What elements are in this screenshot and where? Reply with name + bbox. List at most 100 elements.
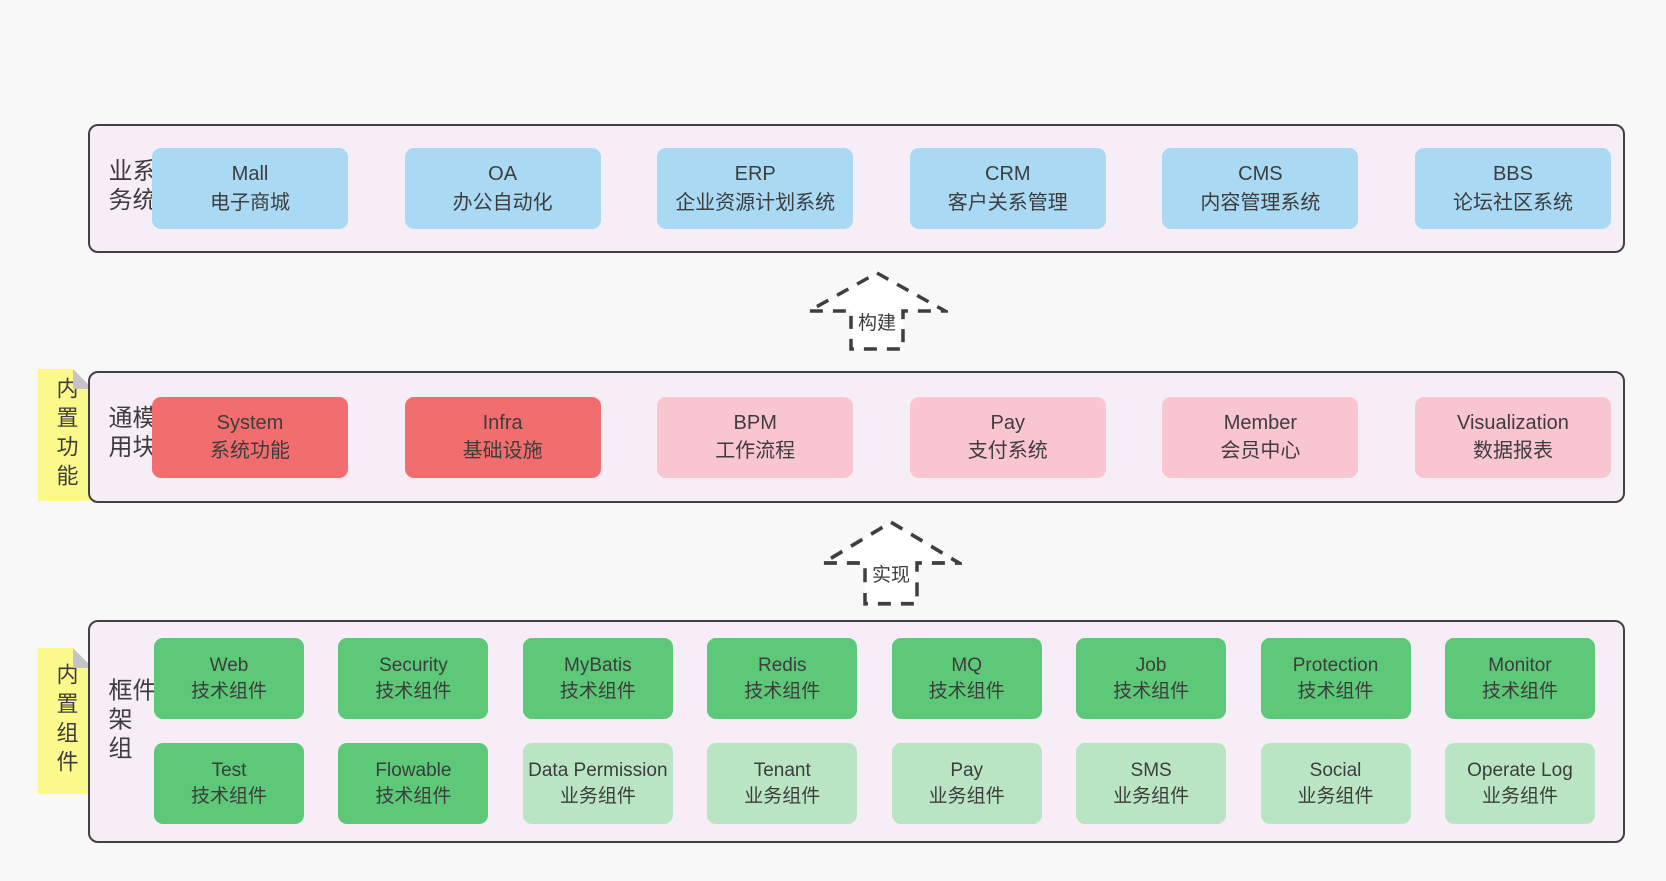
box-subtitle: 技术组件 bbox=[1297, 680, 1374, 702]
box-subtitle: 数据报表 bbox=[1472, 440, 1553, 462]
box-subtitle: 技术组件 bbox=[559, 680, 636, 702]
box-title: OA bbox=[488, 163, 518, 186]
box-redis: Redis 技术组件 bbox=[707, 638, 858, 719]
box-title: CRM bbox=[985, 163, 1031, 186]
box-subtitle: 业务组件 bbox=[1481, 785, 1558, 807]
box-title: Job bbox=[1135, 654, 1167, 676]
box-title: Pay bbox=[990, 411, 1026, 434]
sticky-note-built-in-features: 内置功能 bbox=[38, 369, 93, 501]
box-crm: CRM 客户关系管理 bbox=[909, 148, 1106, 229]
box-subtitle: 技术组件 bbox=[1481, 680, 1558, 702]
box-erp: ERP 企业资源计划系统 bbox=[657, 148, 854, 229]
box-subtitle: 办公自动化 bbox=[452, 191, 553, 214]
box-subtitle: 业务组件 bbox=[1297, 785, 1374, 807]
box-web: Web 技术组件 bbox=[154, 638, 304, 719]
box-title: MyBatis bbox=[564, 654, 632, 676]
box-title: BPM bbox=[733, 411, 777, 434]
box-title: Social bbox=[1309, 759, 1362, 781]
box-operate-log: Operate Log 业务组件 bbox=[1444, 743, 1595, 824]
box-subtitle: 业务组件 bbox=[744, 785, 821, 807]
box-title: Data Permission bbox=[528, 759, 668, 781]
box-cms: CMS 内容管理系统 bbox=[1162, 148, 1359, 229]
layer-label-business-systems: 业务系统 bbox=[104, 157, 155, 216]
box-title: Web bbox=[209, 654, 249, 676]
box-subtitle: 基础设施 bbox=[462, 440, 543, 462]
box-infra: Infra 基础设施 bbox=[404, 396, 601, 478]
box-subtitle: 业务组件 bbox=[1113, 785, 1190, 807]
box-mybatis: MyBatis 技术组件 bbox=[522, 638, 673, 719]
box-pay: Pay 支付系统 bbox=[909, 396, 1106, 478]
arrow-implement-label: 实现 bbox=[868, 564, 914, 588]
box-subtitle: 电子商城 bbox=[210, 191, 290, 214]
box-subtitle: 支付系统 bbox=[967, 440, 1048, 462]
box-title: Member bbox=[1223, 411, 1298, 434]
box-subtitle: 技术组件 bbox=[1113, 680, 1190, 702]
box-title: BBS bbox=[1492, 163, 1533, 186]
arrow-build-label: 构建 bbox=[854, 312, 900, 336]
arrow-implement: 实现 bbox=[820, 519, 962, 607]
box-job: Job 技术组件 bbox=[1076, 638, 1227, 719]
box-subtitle: 技术组件 bbox=[744, 680, 821, 702]
box-title: Flowable bbox=[375, 759, 452, 781]
business-systems-row: Mall 电子商城 OA 办公自动化 ERP 企业资源计划系统 CRM 客户关系… bbox=[152, 126, 1611, 251]
box-title: MQ bbox=[951, 654, 982, 676]
box-title: Test bbox=[211, 759, 247, 781]
box-subtitle: 技术组件 bbox=[375, 680, 452, 702]
layer-business-systems: 业务系统 Mall 电子商城 OA 办公自动化 ERP 企业资源计划系统 CRM… bbox=[88, 124, 1625, 253]
box-subtitle: 技术组件 bbox=[928, 680, 1005, 702]
box-visualization: Visualization 数据报表 bbox=[1414, 396, 1611, 478]
arrow-build: 构建 bbox=[806, 270, 948, 352]
box-title: Redis bbox=[757, 654, 807, 676]
box-title: Visualization bbox=[1457, 411, 1569, 434]
box-mq: MQ 技术组件 bbox=[891, 638, 1042, 719]
box-monitor: Monitor 技术组件 bbox=[1444, 638, 1595, 719]
box-title: ERP bbox=[734, 163, 776, 186]
box-pay-business: Pay 业务组件 bbox=[891, 743, 1042, 824]
framework-components-grid: Web 技术组件 Security 技术组件 MyBatis 技术组件 Redi… bbox=[154, 638, 1595, 824]
box-subtitle: 技术组件 bbox=[375, 785, 452, 807]
box-subtitle: 技术组件 bbox=[190, 785, 267, 807]
box-title: Protection bbox=[1292, 654, 1379, 676]
box-flowable: Flowable 技术组件 bbox=[338, 743, 489, 824]
box-title: System bbox=[216, 411, 284, 434]
box-subtitle: 论坛社区系统 bbox=[1452, 191, 1573, 214]
sticky-note-label: 内置功能 bbox=[53, 377, 79, 493]
box-title: Operate Log bbox=[1467, 759, 1573, 781]
box-subtitle: 企业资源计划系统 bbox=[675, 191, 836, 214]
box-subtitle: 业务组件 bbox=[928, 785, 1005, 807]
box-title: Mall bbox=[231, 163, 269, 186]
box-title: Monitor bbox=[1488, 654, 1552, 676]
box-subtitle: 技术组件 bbox=[190, 680, 267, 702]
box-member: Member 会员中心 bbox=[1162, 396, 1359, 478]
box-subtitle: 工作流程 bbox=[715, 440, 796, 462]
sticky-note-built-in-components: 内置组件 bbox=[38, 648, 93, 794]
layer-framework-components: 框架组件 Web 技术组件 Security 技术组件 MyBatis 技术组件… bbox=[88, 620, 1625, 843]
box-subtitle: 会员中心 bbox=[1220, 440, 1301, 462]
box-sms: SMS 业务组件 bbox=[1076, 743, 1227, 824]
box-title: Tenant bbox=[753, 759, 811, 781]
dashed-up-arrow-icon bbox=[806, 270, 948, 351]
layer-label-common-modules: 通用模块 bbox=[104, 405, 155, 463]
common-modules-row: System 系统功能 Infra 基础设施 BPM 工作流程 Pay 支付系统… bbox=[152, 373, 1611, 501]
box-bpm: BPM 工作流程 bbox=[657, 396, 854, 478]
box-subtitle: 业务组件 bbox=[559, 785, 636, 807]
box-oa: OA 办公自动化 bbox=[404, 148, 601, 229]
box-title: Pay bbox=[950, 759, 984, 781]
box-system: System 系统功能 bbox=[152, 396, 348, 478]
box-subtitle: 系统功能 bbox=[210, 440, 290, 462]
box-title: Infra bbox=[482, 411, 523, 434]
box-title: Security bbox=[379, 654, 448, 676]
box-title: CMS bbox=[1238, 163, 1283, 186]
box-mall: Mall 电子商城 bbox=[152, 148, 348, 229]
box-bbs: BBS 论坛社区系统 bbox=[1414, 148, 1611, 229]
box-tenant: Tenant 业务组件 bbox=[707, 743, 858, 824]
box-security: Security 技术组件 bbox=[338, 638, 489, 719]
box-title: SMS bbox=[1130, 759, 1172, 781]
layer-common-modules: 通用模块 System 系统功能 Infra 基础设施 BPM 工作流程 Pay… bbox=[88, 371, 1625, 503]
dashed-up-arrow-icon bbox=[820, 520, 962, 606]
layer-label-framework-components: 框架组件 bbox=[104, 676, 155, 764]
box-social: Social 业务组件 bbox=[1260, 743, 1411, 824]
box-subtitle: 客户关系管理 bbox=[947, 191, 1068, 214]
box-protection: Protection 技术组件 bbox=[1260, 638, 1411, 719]
